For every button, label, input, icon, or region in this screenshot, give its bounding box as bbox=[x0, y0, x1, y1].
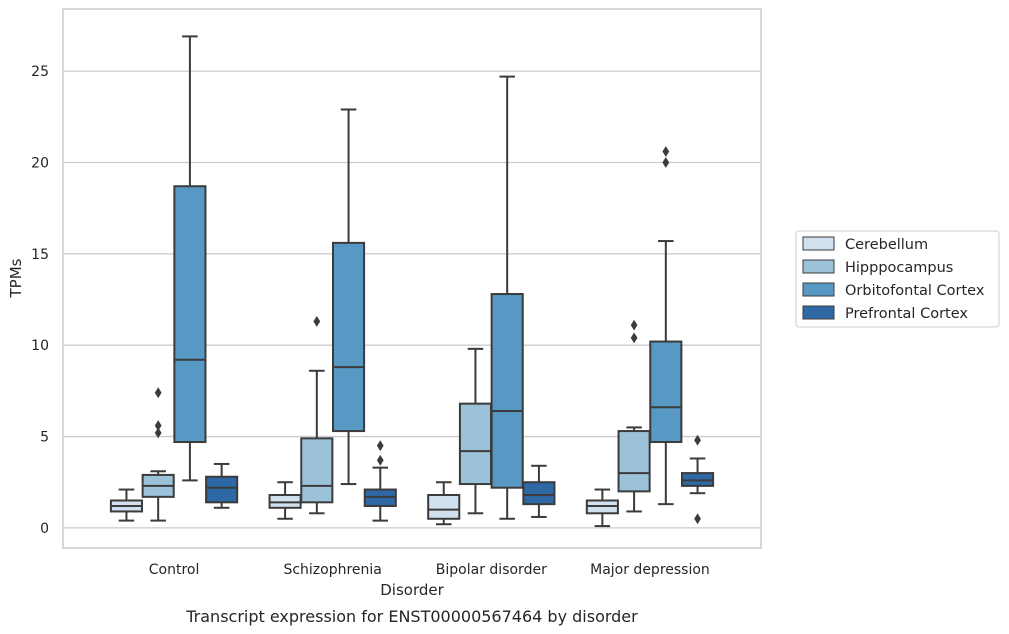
y-tick-label: 5 bbox=[40, 430, 49, 446]
x-tick-label: Bipolar disorder bbox=[436, 562, 547, 578]
y-tick-label: 10 bbox=[31, 338, 49, 354]
legend: Cerebellum Hipppocampus Orbitofontal Corte… bbox=[795, 230, 1000, 328]
box-iqr bbox=[458, 402, 493, 486]
y-tick-label: 15 bbox=[31, 247, 49, 263]
outlier-point bbox=[662, 157, 670, 168]
legend-label: Cerebellum bbox=[845, 237, 928, 253]
legend-label: Prefrontal Cortex bbox=[845, 306, 968, 322]
x-tick-label: Control bbox=[149, 562, 200, 578]
box-hipppocampus bbox=[300, 316, 334, 515]
box-hipppocampus bbox=[141, 387, 175, 522]
legend-label: Orbitofontal Cortex bbox=[845, 283, 985, 299]
outlier-point bbox=[376, 454, 384, 466]
legend-swatch bbox=[802, 282, 835, 297]
box-hipppocampus bbox=[458, 347, 493, 515]
box-orbitofontal-cortex bbox=[649, 146, 683, 506]
y-tick-label: 25 bbox=[31, 64, 49, 80]
outlier-point bbox=[694, 434, 701, 446]
outlier-point bbox=[154, 427, 162, 439]
box-iqr bbox=[490, 293, 524, 489]
outlier-point bbox=[694, 513, 701, 525]
y-tick-label: 20 bbox=[31, 155, 49, 171]
box-prefrontal-cortex bbox=[680, 434, 715, 525]
box-orbitofontal-cortex bbox=[490, 75, 524, 520]
box-prefrontal-cortex bbox=[205, 462, 239, 509]
box-iqr bbox=[522, 481, 556, 506]
outlier-point bbox=[313, 316, 321, 327]
outlier-point bbox=[662, 146, 670, 157]
y-axis-title: TPMs bbox=[7, 258, 25, 298]
legend-label: Hipppocampus bbox=[845, 260, 953, 276]
box-orbitofontal-cortex bbox=[173, 35, 207, 482]
legend-swatch bbox=[802, 259, 835, 274]
grid-lines bbox=[63, 70, 761, 529]
box-iqr bbox=[427, 494, 461, 520]
y-tick-label: 0 bbox=[40, 521, 49, 537]
box-hipppocampus bbox=[617, 319, 651, 513]
box-prefrontal-cortex bbox=[363, 440, 397, 522]
box-iqr bbox=[300, 437, 334, 504]
chart-caption: Transcript expression for ENST0000056746… bbox=[185, 607, 638, 626]
box-cerebellum bbox=[427, 481, 461, 526]
box-iqr bbox=[205, 475, 239, 504]
box-orbitofontal-cortex bbox=[331, 108, 366, 486]
box-prefrontal-cortex bbox=[522, 464, 556, 518]
x-tick-labels: Control Schizophrenia Bipolar disorder Majo… bbox=[149, 562, 710, 578]
outlier-point bbox=[154, 387, 162, 399]
outlier-point bbox=[376, 440, 384, 452]
legend-frame bbox=[795, 230, 1000, 328]
box-cerebellum bbox=[109, 488, 144, 522]
box-cerebellum bbox=[268, 481, 302, 520]
legend-swatch bbox=[802, 236, 835, 251]
plot-frame bbox=[62, 8, 762, 549]
legend-swatch bbox=[802, 305, 835, 320]
y-tick-labels: 0 5 10 15 20 25 bbox=[31, 64, 49, 537]
x-tick-label: Schizophrenia bbox=[283, 562, 381, 578]
box-iqr bbox=[649, 340, 683, 444]
x-axis-title: Disorder bbox=[380, 581, 444, 599]
outlier-point bbox=[630, 319, 638, 331]
outlier-point bbox=[630, 332, 638, 344]
x-tick-label: Major depression bbox=[590, 562, 710, 578]
box-iqr bbox=[173, 185, 207, 444]
outlier-point bbox=[154, 420, 162, 431]
box-iqr bbox=[617, 430, 651, 493]
box-cerebellum bbox=[585, 488, 619, 528]
box-series bbox=[109, 35, 715, 528]
box-iqr bbox=[331, 241, 366, 433]
